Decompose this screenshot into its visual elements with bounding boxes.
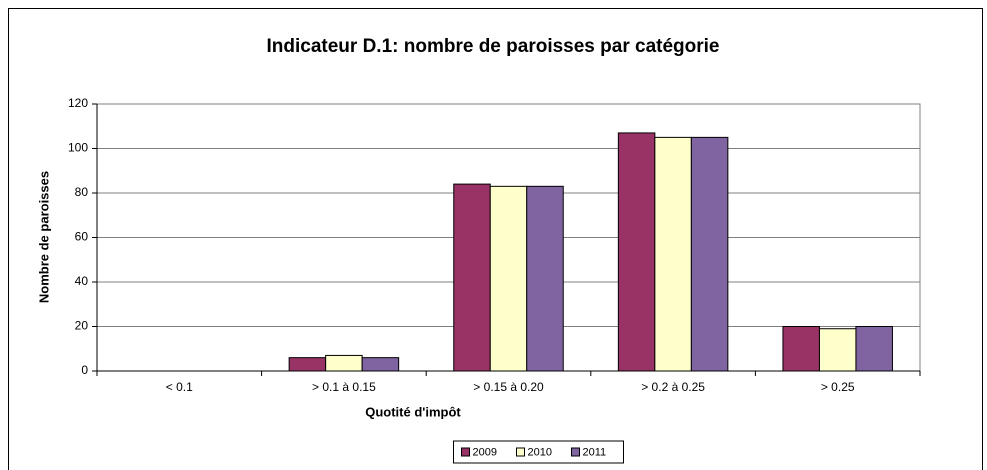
x-tick-label: > 0.2 à 0.25 <box>641 380 705 394</box>
bar <box>489 185 528 372</box>
y-tick-label: 40 <box>75 274 89 288</box>
legend-label: 2011 <box>583 446 607 458</box>
bar <box>288 357 327 372</box>
bar <box>617 132 656 372</box>
x-tick-label: > 0.1 à 0.15 <box>312 380 376 394</box>
bar <box>325 354 363 372</box>
legend-swatch <box>516 447 525 457</box>
bar <box>453 183 491 372</box>
bar <box>361 357 400 372</box>
bar <box>782 326 820 372</box>
y-tick-label: 20 <box>75 319 89 333</box>
bar <box>818 328 857 372</box>
y-tick-label: 120 <box>68 96 88 110</box>
bar <box>526 185 564 372</box>
legend-swatch <box>571 447 580 457</box>
x-tick-label: > 0.15 à 0.20 <box>473 380 544 394</box>
y-axis-label: Nombre de paroisses <box>36 171 51 303</box>
legend-label: 2010 <box>528 446 552 458</box>
bar <box>855 326 893 372</box>
legend-swatch <box>461 447 470 457</box>
legend-label: 2009 <box>473 446 497 458</box>
x-tick-label: < 0.1 <box>166 380 193 394</box>
legend-box <box>453 440 624 464</box>
y-tick-label: 80 <box>75 185 89 199</box>
x-axis-label: Quotité d'impôt <box>365 404 461 419</box>
x-tick-label: > 0.25 <box>821 380 855 394</box>
bar <box>654 136 692 372</box>
y-tick-label: 100 <box>68 141 88 155</box>
chart-title: Indicateur D.1: nombre de paroisses par … <box>267 36 720 57</box>
y-tick-label: 0 <box>81 363 88 377</box>
y-tick-label: 60 <box>75 230 89 244</box>
bar <box>690 136 729 372</box>
